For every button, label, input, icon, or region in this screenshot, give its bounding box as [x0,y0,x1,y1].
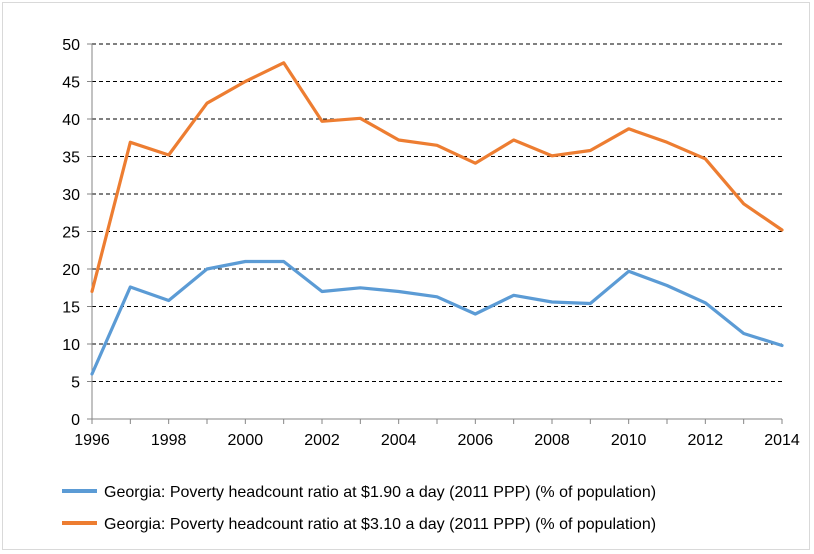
series-line-1 [90,259,784,376]
x-tick-label-2000: 2000 [228,432,264,449]
x-tick-label-2014: 2014 [764,432,800,449]
x-tick-labels: 1996 1998 2000 2002 2004 2006 2008 2010 2012 2014 [74,432,800,449]
series-line-2 [90,61,784,294]
x-tick-label-2008: 2008 [534,432,570,449]
y-tick-label-45: 45 [62,75,80,92]
x-tick-label-1998: 1998 [151,432,187,449]
y-tick-label-30: 30 [62,187,80,204]
series-lines [90,61,784,376]
y-tick-label-40: 40 [62,112,80,129]
legend-label-series-2: Georgia: Poverty headcount ratio at $3.1… [104,516,656,533]
x-tick-label-2012: 2012 [688,432,724,449]
x-tick-label-1996: 1996 [74,432,110,449]
y-tick-label-15: 15 [62,300,80,317]
y-tick-label-35: 35 [62,150,80,167]
axes [87,43,783,424]
x-tick-label-2006: 2006 [458,432,494,449]
y-tick-labels: 0 5 10 15 20 25 30 35 40 45 50 [62,37,80,429]
y-tick-label-10: 10 [62,337,80,354]
x-tick-label-2004: 2004 [381,432,417,449]
x-tick-label-2002: 2002 [304,432,340,449]
y-tick-label-25: 25 [62,225,80,242]
legend-label-series-1: Georgia: Poverty headcount ratio at $1.9… [104,484,656,501]
y-tick-label-50: 50 [62,37,80,54]
y-tick-label-0: 0 [71,412,80,429]
gridlines [92,43,782,382]
x-tick-label-2010: 2010 [611,432,647,449]
legend: Georgia: Poverty headcount ratio at $1.9… [62,484,656,533]
y-tick-label-5: 5 [71,375,80,392]
y-tick-label-20: 20 [62,262,80,279]
